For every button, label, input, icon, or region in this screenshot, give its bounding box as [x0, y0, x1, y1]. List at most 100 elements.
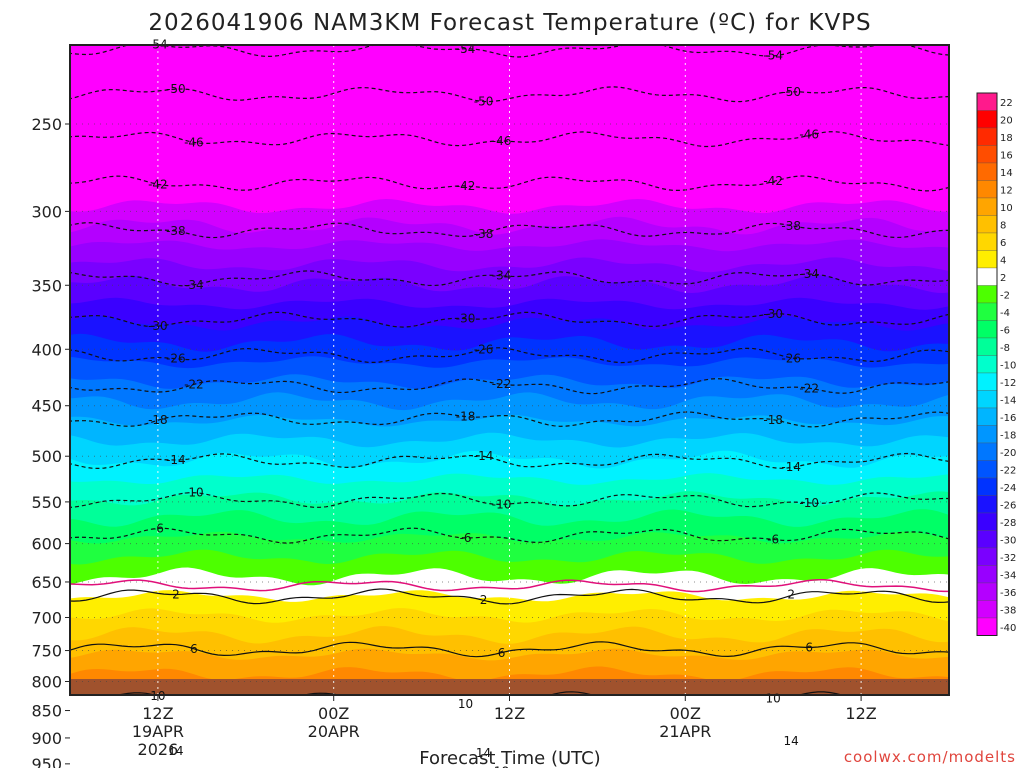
- contour-label--10: -10: [799, 496, 819, 510]
- contour-labels: -54 -54 -54-50-50-50-46 -46 -46-42 -42 -42-38-…: [148, 38, 819, 768]
- contour-label-10: 10: [458, 697, 473, 711]
- colorbar-label-12: 12: [1000, 185, 1013, 196]
- colorbar-label--40: -40: [1000, 623, 1016, 634]
- colorbar-label-22: 22: [1000, 98, 1013, 109]
- contour-label--54: -54: [456, 42, 476, 56]
- colorbar-swatch--24: [976, 477, 998, 496]
- colorbar-swatch--28: [976, 512, 998, 531]
- y-tick-label-250: 250: [31, 115, 62, 134]
- colorbar-label--18: -18: [1000, 430, 1016, 441]
- colorbar-frame: [976, 92, 998, 636]
- contour-label--26: -26: [474, 343, 494, 357]
- chart-title: 2026041906 NAM3KM Forecast Temperature (…: [148, 10, 871, 36]
- colorbar-label--10: -10: [1000, 360, 1016, 371]
- contour-line--42: [70, 175, 949, 192]
- x-tick-year-6: 2026: [138, 740, 179, 759]
- contour-label--34: -34: [799, 267, 819, 281]
- contour-label--46: -46: [184, 135, 204, 149]
- colorbar-swatch-22: [976, 92, 998, 111]
- contour-line--46: [70, 131, 949, 148]
- colorbar-label-20: 20: [1000, 115, 1013, 126]
- contour-line--18: [70, 411, 949, 428]
- colorbar-swatch-10: [976, 197, 998, 216]
- contour-line--38: [70, 222, 949, 239]
- contour-label--34: -34: [184, 278, 204, 292]
- contour-label--14: -14: [474, 449, 494, 463]
- colorbar-label-8: 8: [1000, 220, 1006, 231]
- colorbar-label--6: -6: [1000, 325, 1010, 336]
- colorbar-swatch-4: [976, 250, 998, 269]
- colorbar-swatch--4: [976, 302, 998, 321]
- colorbar-swatch--14: [976, 390, 998, 409]
- y-tick-label-300: 300: [31, 202, 62, 221]
- contour-label--10: -10: [492, 497, 512, 511]
- colorbar-swatch-16: [976, 145, 998, 164]
- contour-label--22: -22: [492, 377, 512, 391]
- contour-label-14: 14: [476, 746, 491, 760]
- contour-line--50: [70, 86, 949, 103]
- contour-label--42: -42: [456, 179, 476, 193]
- colorbar-swatch--34: [976, 565, 998, 584]
- colorbar-swatch--6: [976, 320, 998, 339]
- chart-grid: [70, 45, 949, 695]
- x-tick-label-6: 12Z: [142, 704, 173, 723]
- contour-label--38: -38: [781, 219, 801, 233]
- contour-label-6: 6: [190, 642, 198, 656]
- y-tick-label-450: 450: [31, 397, 62, 416]
- x-axis-label: Forecast Time (UTC): [419, 748, 600, 768]
- site-credit: coolwx.com/modelts: [844, 748, 1016, 766]
- colorbar-label--26: -26: [1000, 500, 1016, 511]
- contour-label--22: -22: [799, 382, 819, 396]
- colorbar-swatch-6: [976, 232, 998, 251]
- contour-label--38: -38: [166, 224, 186, 238]
- y-tick-label-650: 650: [31, 573, 62, 592]
- y-tick-label-900: 900: [31, 729, 62, 748]
- contour-label--26: -26: [781, 351, 801, 365]
- contour-line--34: [70, 270, 949, 287]
- freezing-line: [70, 578, 949, 593]
- y-tick-label-850: 850: [31, 702, 62, 721]
- contour-label--18: -18: [148, 413, 168, 427]
- colorbar-swatch--16: [976, 407, 998, 426]
- colorbar-swatch--36: [976, 582, 998, 601]
- contour-label--54: -54: [763, 49, 783, 63]
- contour-label--30: -30: [148, 319, 168, 333]
- contour-label-2: 2: [172, 588, 180, 602]
- y-tick-label-600: 600: [31, 535, 62, 554]
- y-tick-label-750: 750: [31, 642, 62, 661]
- contour-label--6: -6: [460, 531, 472, 545]
- colorbar-label--20: -20: [1000, 448, 1016, 459]
- y-tick-label-350: 350: [31, 276, 62, 295]
- colorbar-swatch--30: [976, 530, 998, 549]
- colorbar-label--12: -12: [1000, 378, 1016, 389]
- y-tick-label-700: 700: [31, 608, 62, 627]
- contour-lines: [70, 45, 949, 695]
- colorbar-label--36: -36: [1000, 588, 1016, 599]
- colorbar-label--34: -34: [1000, 570, 1016, 581]
- colorbar-swatch--8: [976, 337, 998, 356]
- contour-label--30: -30: [456, 312, 476, 326]
- colorbar-label-18: 18: [1000, 133, 1013, 144]
- colorbar-swatch-12: [976, 180, 998, 199]
- contour-label--50: -50: [166, 82, 186, 96]
- contour-line--14: [70, 452, 949, 470]
- contour-label--42: -42: [763, 174, 783, 188]
- x-tick-label-54: 12Z: [845, 704, 876, 723]
- x-tick-date-6: 19APR: [132, 722, 184, 741]
- contour-label-2: 2: [480, 593, 488, 607]
- contour-label--22: -22: [184, 377, 204, 391]
- x-tick-date-42: 21APR: [659, 722, 711, 741]
- colorbar-label-4: 4: [1000, 255, 1006, 266]
- colorbar-label--24: -24: [1000, 483, 1016, 494]
- contour-label--46: -46: [799, 128, 819, 142]
- y-tick-label-550: 550: [31, 493, 62, 512]
- temperature-bands: [70, 45, 949, 695]
- contour-label--18: -18: [456, 409, 476, 423]
- y-tick-label-800: 800: [31, 672, 62, 691]
- colorbar-swatch--20: [976, 442, 998, 461]
- contour-label-6: 6: [805, 640, 813, 654]
- colorbar-label--28: -28: [1000, 518, 1016, 529]
- y-tick-label-500: 500: [31, 447, 62, 466]
